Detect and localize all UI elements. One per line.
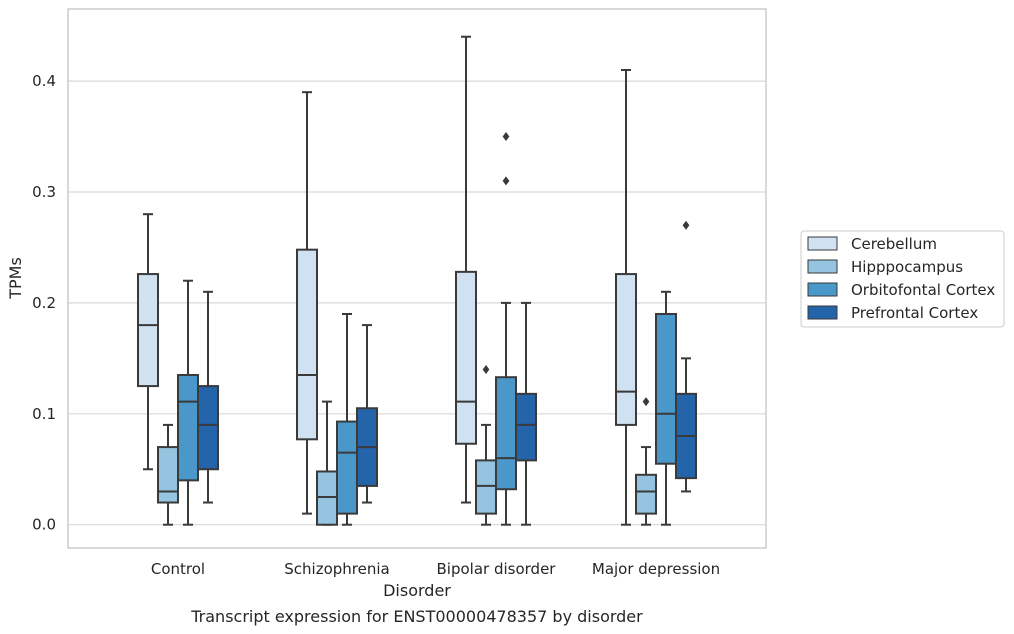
legend-item: Orbitofontal Cortex	[807, 281, 995, 299]
x-axis-title: Disorder	[383, 581, 451, 600]
y-tick-label: 0.0	[32, 516, 56, 534]
box-iqr	[635, 473, 657, 515]
outlier-point	[502, 176, 510, 186]
outlier-point	[502, 132, 510, 142]
x-tick-label: Schizophrenia	[284, 560, 389, 578]
box-plot	[475, 364, 497, 526]
box-plot	[296, 91, 318, 515]
box-iqr	[137, 273, 159, 388]
box-plot	[356, 324, 378, 504]
box-plot	[635, 397, 657, 526]
box-plots	[137, 35, 697, 526]
box-iqr	[615, 273, 637, 426]
legend-frame	[800, 230, 1005, 328]
box-plot	[137, 213, 159, 471]
outlier-point	[642, 397, 650, 407]
box-iqr	[157, 446, 179, 504]
y-axis-title: TPMs	[6, 257, 25, 300]
y-tick-label: 0.1	[32, 405, 56, 423]
legend-swatch	[807, 236, 838, 251]
box-iqr	[336, 420, 358, 515]
x-tick-label: Control	[151, 560, 205, 578]
box-plot	[157, 423, 179, 526]
box-iqr	[197, 385, 219, 471]
box-plot	[655, 290, 677, 526]
legend-label: Orbitofontal Cortex	[851, 281, 995, 299]
outlier-point	[482, 364, 490, 374]
legend-swatch	[807, 305, 838, 320]
y-tick-label: 0.4	[32, 72, 56, 90]
legend-label: Cerebellum	[851, 235, 937, 253]
legend-label: Prefrontal Cortex	[851, 304, 978, 322]
box-plot	[515, 301, 537, 526]
outlier-point	[682, 220, 690, 230]
box-plot	[336, 312, 358, 526]
box-iqr	[475, 459, 497, 515]
legend-item: Cerebellum	[807, 235, 937, 253]
box-plot	[615, 68, 637, 526]
box-plot	[455, 35, 477, 504]
box-iqr	[455, 270, 477, 445]
box-iqr	[515, 392, 537, 462]
legend-swatch	[807, 259, 838, 274]
legend: Cerebellum Hipppocampus Orbitofontal Corte…	[800, 230, 1005, 328]
box-plot	[495, 132, 517, 526]
legend-item: Hipppocampus	[807, 258, 963, 276]
legend-label: Hipppocampus	[851, 258, 963, 276]
box-plot	[316, 400, 338, 526]
box-plot	[675, 220, 697, 493]
box-iqr	[296, 248, 318, 441]
y-tick-label: 0.3	[32, 183, 56, 201]
x-tick-label: Bipolar disorder	[437, 560, 557, 578]
legend-item: Prefrontal Cortex	[807, 304, 978, 322]
legend-swatch	[807, 282, 838, 297]
y-tick-labels: 0.0 0.1 0.2 0.3 0.4	[32, 72, 56, 534]
x-tick-labels: Control Schizophrenia Bipolar disorder Majo…	[151, 560, 720, 578]
box-iqr	[316, 470, 338, 526]
box-plot	[177, 279, 199, 526]
box-iqr	[177, 373, 199, 482]
y-tick-label: 0.2	[32, 294, 56, 312]
box-iqr	[495, 376, 517, 491]
box-plot	[197, 290, 219, 504]
chart-caption: Transcript expression for ENST0000047835…	[190, 607, 643, 626]
box-iqr	[655, 312, 677, 465]
x-tick-label: Major depression	[592, 560, 720, 578]
plot-frame	[67, 8, 767, 549]
